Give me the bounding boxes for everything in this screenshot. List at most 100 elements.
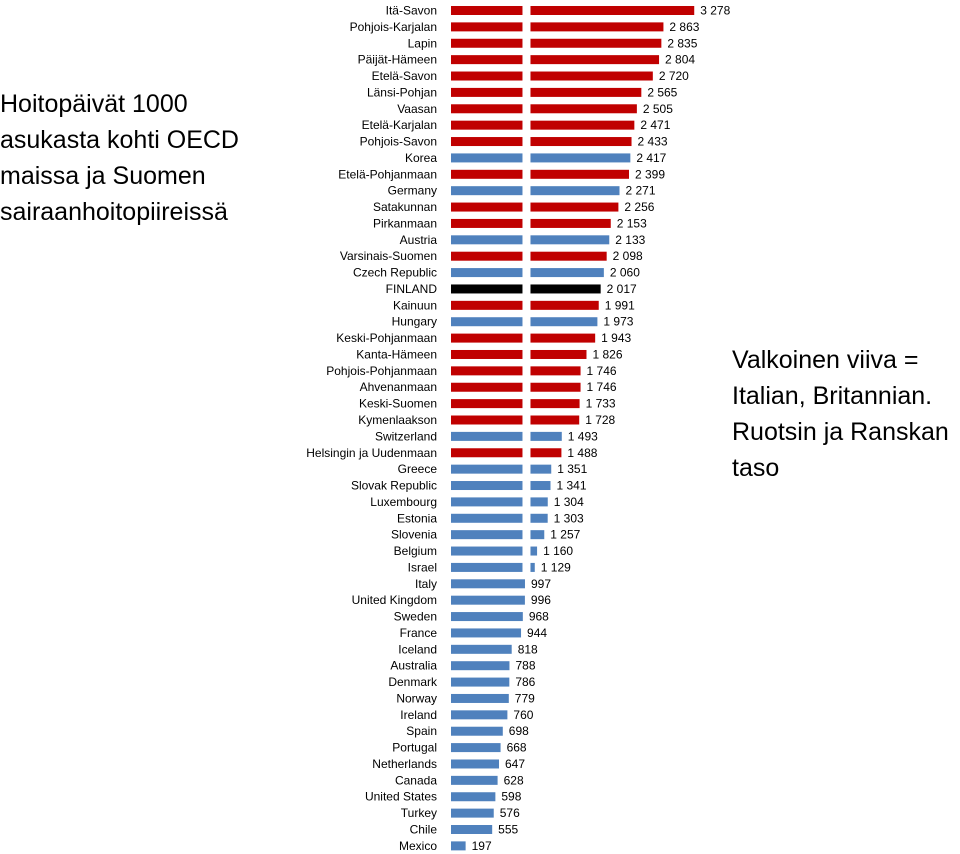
category-label: Satakunnan xyxy=(373,200,437,214)
category-label: Greece xyxy=(398,462,438,476)
reference-line-note: Valkoinen viiva = Italian, Britannian. R… xyxy=(732,346,949,482)
category-label: FINLAND xyxy=(386,282,438,296)
category-label: Varsinais-Suomen xyxy=(340,249,437,263)
bar xyxy=(451,710,508,720)
category-label: Netherlands xyxy=(372,757,437,771)
bar xyxy=(451,333,523,343)
value-label: 698 xyxy=(509,724,529,738)
value-label: 576 xyxy=(500,806,520,820)
category-label: Etelä-Savon xyxy=(372,69,437,83)
bar xyxy=(451,792,496,802)
bar xyxy=(530,251,607,261)
value-label: 598 xyxy=(501,790,521,804)
value-label: 1 493 xyxy=(568,429,598,443)
bar xyxy=(451,415,523,425)
bar xyxy=(451,317,523,327)
value-label: 968 xyxy=(529,610,549,624)
bar xyxy=(530,317,598,327)
value-label: 2 399 xyxy=(635,167,665,181)
bar xyxy=(451,251,523,261)
bar xyxy=(530,415,580,425)
category-label: Belgium xyxy=(394,544,437,558)
category-label: Austria xyxy=(400,233,438,247)
category-label: United States xyxy=(365,790,437,804)
category-label: Australia xyxy=(390,659,437,673)
bar xyxy=(451,137,523,147)
value-label: 2 471 xyxy=(640,118,670,132)
bar xyxy=(530,333,596,343)
category-label: United Kingdom xyxy=(352,593,437,607)
bar xyxy=(451,169,523,179)
category-label: Luxembourg xyxy=(370,495,437,509)
value-label: 197 xyxy=(472,839,492,853)
category-label: Päijät-Hämeen xyxy=(358,53,437,67)
bar xyxy=(530,448,562,458)
bar xyxy=(451,546,523,556)
bar xyxy=(451,726,503,736)
bar xyxy=(530,300,599,310)
value-label: 2 417 xyxy=(636,151,666,165)
category-label: Germany xyxy=(388,184,437,198)
value-label: 1 160 xyxy=(543,544,573,558)
bar xyxy=(530,87,642,97)
category-label: Iceland xyxy=(398,642,437,656)
category-label: Chile xyxy=(410,823,438,837)
bar xyxy=(530,382,581,392)
value-label: 2 256 xyxy=(624,200,654,214)
bar xyxy=(451,55,523,65)
category-label: Länsi-Pohjan xyxy=(367,85,437,99)
category-label: Kymenlaakson xyxy=(358,413,437,427)
bar xyxy=(530,464,552,474)
value-label: 555 xyxy=(498,823,518,837)
value-label: 996 xyxy=(531,593,551,607)
bar xyxy=(530,38,662,48)
bar xyxy=(451,284,523,294)
bar xyxy=(451,382,523,392)
bar xyxy=(451,464,523,474)
chart-title: Hoitopäivät 1000 asukasta kohti OECD mai… xyxy=(0,90,239,226)
bar xyxy=(530,530,545,540)
bar xyxy=(530,562,535,572)
bar xyxy=(451,38,523,48)
value-label: 3 278 xyxy=(700,4,730,18)
bar xyxy=(530,366,581,376)
category-label: Etelä-Pohjanmaan xyxy=(338,167,437,181)
bar xyxy=(530,546,538,556)
category-label: Hungary xyxy=(392,315,437,329)
bar xyxy=(451,530,523,540)
bar xyxy=(530,137,632,147)
value-label: 1 304 xyxy=(554,495,584,509)
value-label: 628 xyxy=(504,773,524,787)
category-label: Kainuun xyxy=(393,298,437,312)
bar xyxy=(451,268,523,278)
category-label: Portugal xyxy=(392,741,437,755)
bar xyxy=(530,218,611,228)
value-label: 2 098 xyxy=(613,249,643,263)
category-label: Czech Republic xyxy=(353,266,437,280)
category-label: Turkey xyxy=(401,806,437,820)
value-label: 1 351 xyxy=(557,462,587,476)
bar xyxy=(530,284,601,294)
bar xyxy=(451,759,500,769)
category-label: Sweden xyxy=(394,610,437,624)
value-label: 1 341 xyxy=(557,479,587,493)
value-label: 2 863 xyxy=(669,20,699,34)
category-label: Canada xyxy=(395,773,437,787)
category-label: Helsingin ja Uudenmaan xyxy=(306,446,437,460)
bar xyxy=(530,186,620,196)
value-label: 1 943 xyxy=(601,331,631,345)
bar xyxy=(451,595,525,605)
category-label: Keski-Pohjanmaan xyxy=(336,331,437,345)
value-label: 2 060 xyxy=(610,266,640,280)
bar xyxy=(451,399,523,409)
category-label: Estonia xyxy=(397,511,437,525)
value-label: 2 720 xyxy=(659,69,689,83)
category-label: Slovenia xyxy=(391,528,437,542)
bar xyxy=(530,349,587,359)
category-label: Ahvenanmaan xyxy=(360,380,437,394)
value-label: 1 973 xyxy=(603,315,633,329)
bar xyxy=(451,579,525,589)
bar xyxy=(451,431,523,441)
bar xyxy=(451,825,493,834)
bar xyxy=(451,448,523,458)
